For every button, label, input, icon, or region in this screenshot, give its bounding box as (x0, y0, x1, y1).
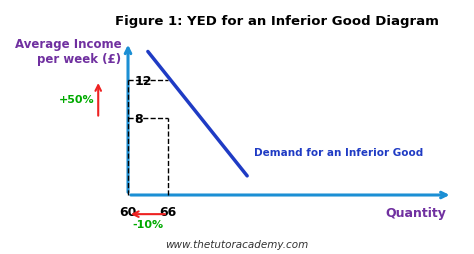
Text: 8: 8 (135, 113, 143, 125)
Text: 12: 12 (135, 74, 152, 87)
Text: Average Income
per week (£): Average Income per week (£) (15, 38, 121, 66)
Text: Quantity: Quantity (385, 207, 446, 220)
Text: +50%: +50% (59, 95, 95, 105)
Text: Demand for an Inferior Good: Demand for an Inferior Good (254, 147, 423, 157)
Text: -10%: -10% (132, 219, 164, 229)
Text: www.thetutoracademy.com: www.thetutoracademy.com (165, 239, 309, 249)
Text: 60: 60 (119, 205, 137, 218)
Text: 66: 66 (159, 205, 176, 218)
Title: Figure 1: YED for an Inferior Good Diagram: Figure 1: YED for an Inferior Good Diagr… (115, 15, 439, 28)
